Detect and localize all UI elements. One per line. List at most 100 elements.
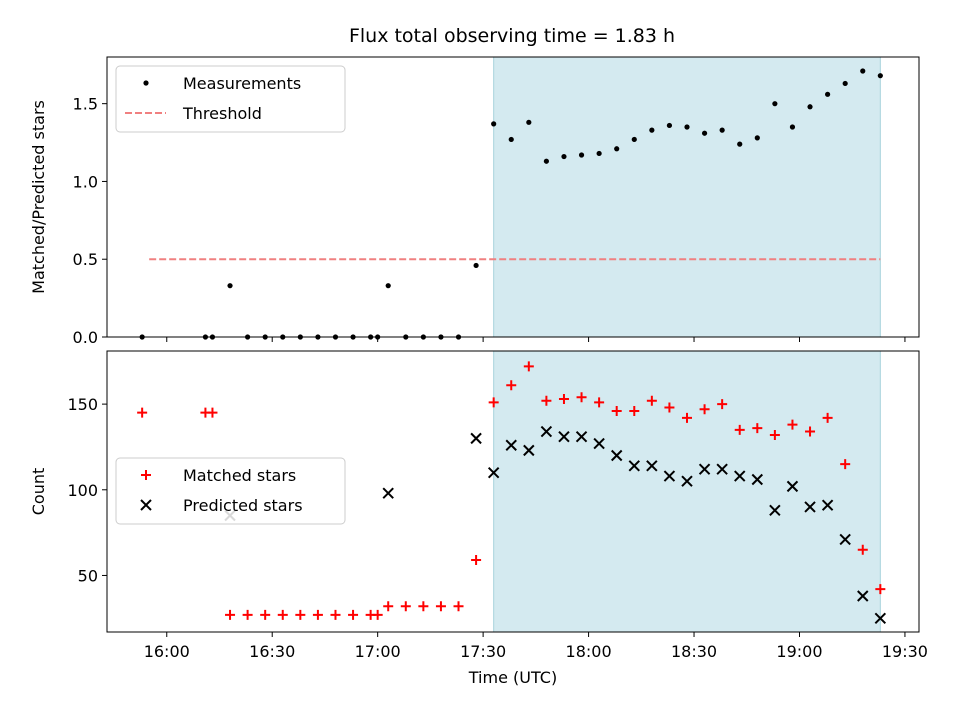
data-point xyxy=(372,609,383,620)
data-point xyxy=(594,397,605,408)
y-axis-label: Count xyxy=(29,468,48,516)
data-point xyxy=(857,544,868,555)
data-point xyxy=(260,609,271,620)
data-point xyxy=(453,601,464,612)
data-point xyxy=(860,68,866,74)
data-point xyxy=(701,130,708,136)
data-point xyxy=(664,402,675,413)
data-point xyxy=(508,136,514,143)
data-point xyxy=(752,423,763,434)
data-point xyxy=(629,405,640,416)
data-point xyxy=(543,158,549,164)
data-point xyxy=(348,609,359,620)
data-point xyxy=(385,283,391,289)
y-tick-label: 1.5 xyxy=(73,95,98,114)
data-point xyxy=(719,127,725,133)
data-point xyxy=(400,601,411,612)
y-tick-label: 150 xyxy=(67,395,98,414)
legend-label: Threshold xyxy=(182,104,262,123)
data-point xyxy=(825,91,831,97)
legend-box xyxy=(115,457,346,525)
data-point xyxy=(611,405,622,416)
data-point xyxy=(684,124,690,130)
data-point xyxy=(734,470,746,482)
data-point xyxy=(875,584,886,595)
data-point xyxy=(576,392,587,403)
data-point xyxy=(698,463,711,475)
x-axis-label: Time (UTC) xyxy=(468,668,557,687)
data-point xyxy=(614,146,620,152)
data-point xyxy=(383,601,394,612)
data-point xyxy=(575,430,588,443)
data-point xyxy=(558,393,569,404)
x-tick-label: 16:00 xyxy=(144,642,190,661)
data-point xyxy=(666,122,673,129)
data-point xyxy=(751,473,764,486)
y-tick-label: 0.5 xyxy=(73,250,98,269)
y-tick-label: 1.0 xyxy=(73,172,98,191)
data-point xyxy=(805,426,816,437)
data-point xyxy=(787,419,798,430)
x-tick-label: 19:30 xyxy=(882,642,928,661)
data-point xyxy=(312,609,323,620)
data-point xyxy=(277,609,288,620)
data-point xyxy=(646,395,657,406)
data-point xyxy=(839,533,851,546)
data-point xyxy=(523,361,534,372)
legend: Matched stars Predicted stars xyxy=(115,457,346,525)
data-point xyxy=(754,135,760,141)
chart-title: Flux total observing time = 1.83 h xyxy=(349,25,675,47)
legend-marker-matched xyxy=(141,470,151,480)
data-point xyxy=(822,412,833,423)
data-point xyxy=(734,424,745,435)
y-tick-label: 50 xyxy=(78,566,98,585)
data-point xyxy=(137,407,148,418)
x-tick-label: 18:00 xyxy=(566,642,612,661)
axes-frame xyxy=(106,350,920,633)
x-tick-label: 19:00 xyxy=(776,642,822,661)
data-point xyxy=(842,80,848,87)
shaded-region xyxy=(493,350,881,633)
data-point xyxy=(874,612,887,625)
data-point xyxy=(772,101,778,107)
data-point xyxy=(716,463,728,475)
data-point xyxy=(578,152,585,158)
data-point xyxy=(682,412,692,423)
data-point xyxy=(596,150,602,157)
data-point xyxy=(857,590,869,602)
series-matched-stars xyxy=(137,361,886,620)
axes-frame xyxy=(106,56,920,338)
data-point xyxy=(506,380,517,391)
data-point xyxy=(646,460,658,472)
data-point xyxy=(473,262,479,269)
bottom-panel: 50 100 150 16:00 16:30 17:00 17:30 18:00 18:30 19… xyxy=(29,350,928,687)
data-point xyxy=(558,430,570,443)
data-point xyxy=(418,601,429,612)
data-point xyxy=(561,153,567,160)
data-point xyxy=(804,501,816,513)
data-point xyxy=(470,432,482,445)
y-axis-label: Matched/Predicted stars xyxy=(29,100,48,294)
data-point xyxy=(628,460,640,472)
legend-box xyxy=(115,65,346,133)
data-point xyxy=(840,459,851,470)
legend: Measurements Threshold xyxy=(115,65,346,133)
data-point xyxy=(877,73,883,79)
legend-marker-measurements xyxy=(143,80,149,86)
series-predicted-stars xyxy=(224,425,887,625)
data-point xyxy=(488,397,499,408)
data-point xyxy=(807,104,813,110)
data-point xyxy=(631,136,637,143)
data-point xyxy=(207,407,218,418)
data-point xyxy=(227,283,233,289)
data-point xyxy=(769,429,780,440)
data-point xyxy=(769,504,781,517)
data-point xyxy=(505,439,517,451)
data-point xyxy=(491,121,497,127)
top-panel: 0.0 0.5 1.0 1.5 Matched/Predicted stars Measu… xyxy=(29,56,920,347)
x-tick-label: 17:30 xyxy=(460,642,506,661)
data-point xyxy=(786,480,799,493)
data-point xyxy=(330,609,341,620)
data-point xyxy=(610,449,623,462)
